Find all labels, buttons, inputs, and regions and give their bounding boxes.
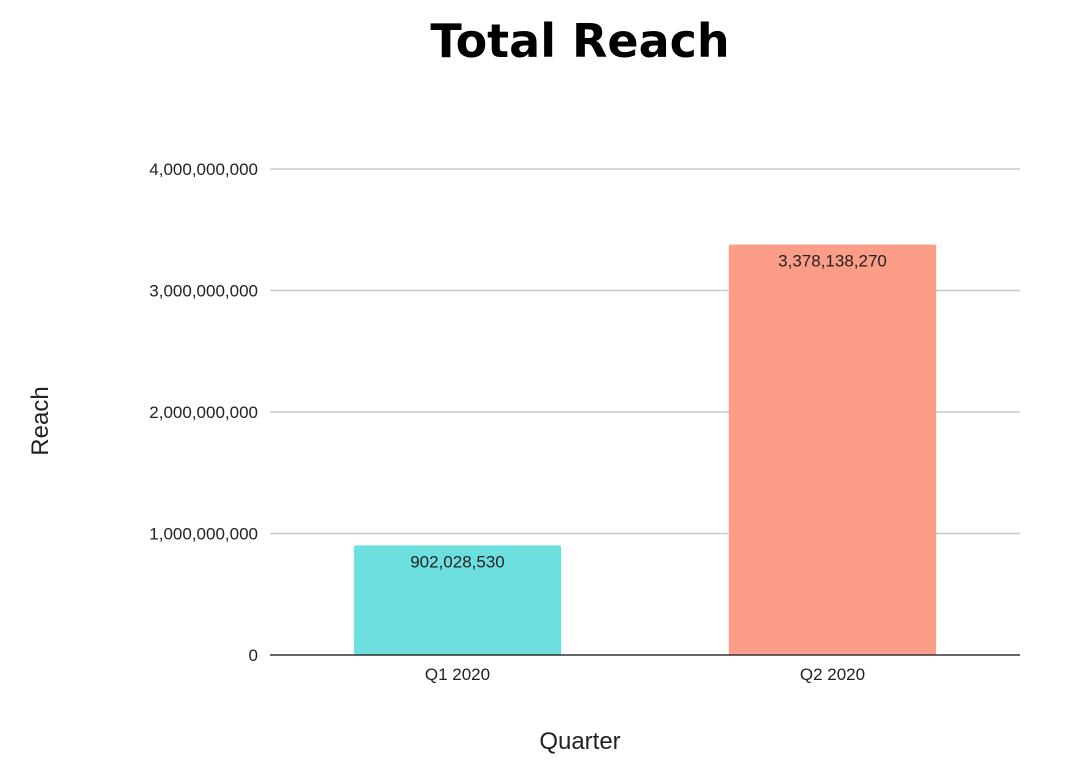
y-tick-label: 1,000,000,000 [149,525,258,544]
data-labels: 902,028,530 3,378,138,270 [410,252,887,572]
chart-title: Total Reach [430,14,729,68]
x-tick-label: Q2 2020 [800,665,865,684]
y-tick-label: 4,000,000,000 [149,160,258,179]
y-tick-label: 2,000,000,000 [149,403,258,422]
x-axis-title: Quarter [539,728,620,755]
x-axis-ticks: Q1 2020 Q2 2020 [425,665,865,684]
y-tick-label: 3,000,000,000 [149,282,258,301]
bar-q1-2020 [353,545,562,655]
y-tick-label: 0 [249,646,258,665]
bar-q2-2020 [728,244,937,655]
bar-value-label: 3,378,138,270 [778,252,887,271]
x-tick-label: Q1 2020 [425,665,490,684]
bars [353,244,937,655]
bar-value-label: 902,028,530 [410,552,505,571]
y-axis-ticks: 0 1,000,000,000 2,000,000,000 3,000,000,000… [149,160,258,665]
y-axis-title: Reach [27,386,54,455]
